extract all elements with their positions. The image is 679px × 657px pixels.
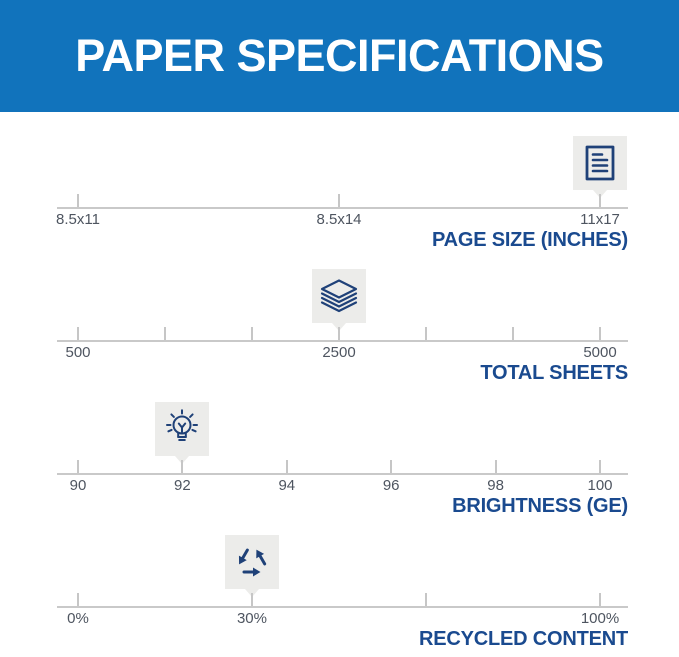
scale-line — [57, 207, 628, 209]
tick-mark — [181, 460, 184, 473]
scale-line — [57, 340, 628, 342]
tick-mark — [338, 327, 340, 340]
value-marker — [312, 269, 366, 331]
recycle-icon — [238, 548, 267, 577]
tick-label: 100% — [580, 610, 620, 627]
tick-label: 92 — [174, 477, 191, 494]
spec-row-total-sheets: 500 2500 5000 TOTAL SHEETS — [0, 253, 679, 386]
scale-ticks: 90 92 94 96 98 100 — [70, 386, 613, 519]
tick-label: 90 — [69, 477, 87, 494]
value-marker — [155, 402, 210, 464]
tick-mark — [338, 194, 340, 207]
tick-label: 11x17 — [580, 211, 620, 228]
scale-title: TOTAL SHEETS — [480, 362, 628, 384]
document-icon — [585, 145, 615, 181]
lightbulb-icon — [166, 409, 199, 441]
tick-mark — [599, 593, 601, 606]
scale-ticks: 0% 30% 100% — [67, 519, 619, 652]
tick-mark — [599, 460, 601, 473]
tick-label: 5000 — [583, 344, 617, 361]
tick-mark — [390, 460, 393, 473]
tick-label: 30% — [236, 610, 267, 627]
header-banner: PAPER SPECIFICATIONS — [0, 0, 679, 112]
spec-row-recycled-content: 0% 30% 100% RECYCLED CONTENT — [0, 519, 679, 652]
tick-label: 0% — [67, 610, 89, 627]
spec-rows: 8.5x11 8.5x14 11x17 PAGE SIZE (INCHES) 500… — [0, 120, 679, 652]
tick-label: 100 — [587, 477, 613, 494]
tick-mark — [599, 327, 601, 340]
scale-title: PAGE SIZE (INCHES) — [431, 229, 628, 251]
scale-ticks: 500 2500 5000 — [65, 253, 617, 386]
spec-row-brightness: 90 92 94 96 98 100 BRIGHTNESS (GE) — [0, 386, 679, 519]
tick-mark — [77, 327, 79, 340]
tick-mark — [77, 460, 79, 473]
tick-mark — [494, 460, 497, 473]
scale-title: RECYCLED CONTENT — [418, 628, 628, 650]
tick-label: 2500 — [322, 344, 356, 361]
tick-label: 98 — [487, 477, 504, 494]
scale-line — [57, 606, 628, 608]
tick-mark — [511, 327, 514, 340]
tick-label: 500 — [65, 344, 91, 361]
tick-mark — [285, 460, 288, 473]
tick-mark — [77, 593, 79, 606]
scale-ticks: 8.5x11 8.5x14 11x17 — [56, 120, 627, 253]
value-marker — [224, 535, 279, 597]
tick-mark — [425, 327, 428, 340]
tick-label: 8.5x14 — [316, 211, 362, 228]
scale-line — [57, 473, 628, 475]
tick-mark — [425, 593, 428, 606]
tick-label: 8.5x11 — [56, 211, 100, 228]
value-marker — [573, 136, 627, 198]
scale-title: BRIGHTNESS (GE) — [452, 495, 628, 517]
tick-mark — [77, 194, 79, 207]
tick-label: 94 — [278, 477, 296, 494]
page-title: PAPER SPECIFICATIONS — [75, 30, 604, 81]
tick-label: 96 — [382, 477, 400, 494]
paper-stack-icon — [320, 279, 358, 313]
tick-mark — [599, 194, 601, 207]
spec-row-page-size: 8.5x11 8.5x14 11x17 PAGE SIZE (INCHES) — [0, 120, 679, 253]
tick-mark — [164, 327, 167, 340]
tick-mark — [250, 593, 253, 606]
tick-mark — [250, 327, 253, 340]
